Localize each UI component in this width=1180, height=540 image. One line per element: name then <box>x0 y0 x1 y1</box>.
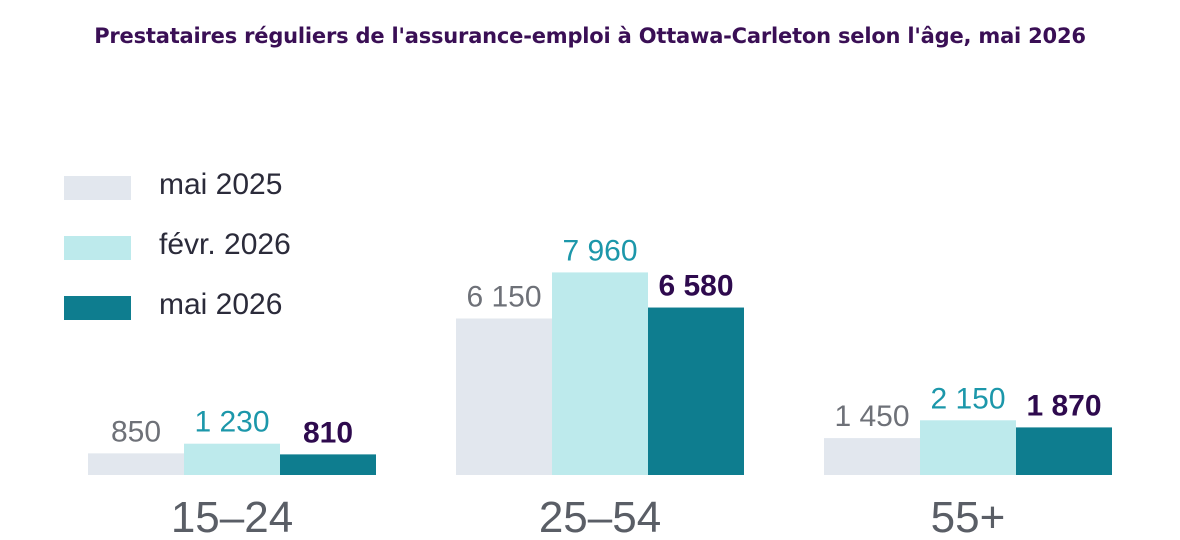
bar-25-54-mai-2026 <box>648 307 744 475</box>
bar-55-fevr-2026 <box>920 420 1016 475</box>
bar-25-54-mai-2025 <box>456 318 552 475</box>
legend-label-fevr-2026: févr. 2026 <box>159 228 291 261</box>
value-label-55-mai-2025: 1 450 <box>834 400 909 433</box>
category-label-15-24: 15–24 <box>171 493 293 540</box>
category-label-25-54: 25–54 <box>539 493 661 540</box>
bar-group-55: 1 450 2 150 1 870 <box>824 382 1112 475</box>
value-label-25-54-mai-2026: 6 580 <box>658 270 733 303</box>
value-label-55-fevr-2026: 2 150 <box>930 382 1005 415</box>
value-label-15-24-mai-2026: 810 <box>303 416 353 449</box>
category-label-55: 55+ <box>931 493 1006 540</box>
value-label-25-54-mai-2025: 6 150 <box>466 280 541 313</box>
chart-title: Prestataires réguliers de l'assurance-em… <box>94 24 1086 48</box>
legend-swatch-fevr-2026 <box>64 236 131 260</box>
bar-group-25-54: 6 150 7 960 6 580 <box>456 234 744 475</box>
value-label-15-24-mai-2025: 850 <box>111 415 161 448</box>
bar-25-54-fevr-2026 <box>552 272 648 475</box>
value-label-25-54-fevr-2026: 7 960 <box>562 234 637 267</box>
legend-swatch-mai-2025 <box>64 176 131 200</box>
legend-label-mai-2026: mai 2026 <box>159 288 283 321</box>
bar-15-24-fevr-2026 <box>184 443 280 475</box>
value-label-15-24-fevr-2026: 1 230 <box>194 406 269 439</box>
value-label-55-mai-2026: 1 870 <box>1026 389 1101 422</box>
legend-label-mai-2025: mai 2025 <box>159 168 283 201</box>
bar-55-mai-2025 <box>824 438 920 475</box>
bar-15-24-mai-2026 <box>280 454 376 475</box>
bar-15-24-mai-2025 <box>88 453 184 475</box>
legend-swatch-mai-2026 <box>64 296 131 320</box>
bar-group-15-24: 850 1 230 810 <box>88 406 376 475</box>
bar-55-mai-2026 <box>1016 427 1112 475</box>
